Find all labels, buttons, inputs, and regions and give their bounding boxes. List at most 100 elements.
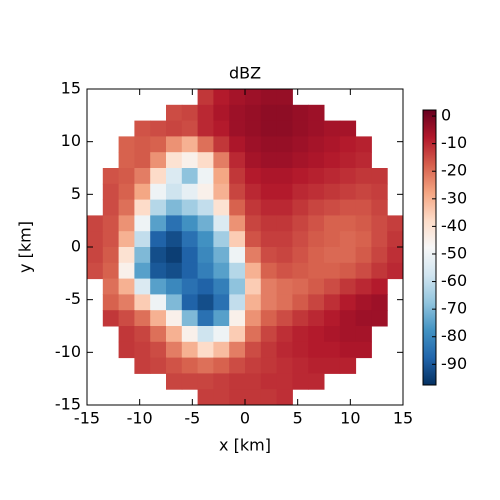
heatmap-cell [371, 183, 388, 201]
heatmap-cell [260, 310, 278, 327]
heatmap-cell [166, 152, 183, 169]
heatmap-cell [197, 89, 214, 106]
heatmap-cell [229, 120, 246, 137]
colorbar-tick-label: -60 [441, 271, 467, 290]
heatmap-cell [118, 136, 135, 153]
heatmap-cell [245, 389, 262, 406]
heatmap-cell [197, 389, 214, 406]
heatmap-cell [150, 310, 167, 327]
heatmap-cell [324, 136, 341, 153]
heatmap-cell [181, 262, 199, 280]
heatmap-cell [339, 310, 357, 327]
heatmap-cell [276, 136, 293, 153]
heatmap-cell [245, 373, 262, 390]
heatmap-cell [229, 373, 246, 390]
heatmap-cell [339, 341, 357, 359]
heatmap-cell [260, 152, 278, 169]
y-tick-label: -15 [55, 395, 81, 414]
heatmap-cell [166, 231, 183, 248]
heatmap-cell [339, 120, 357, 137]
heatmap-cell [213, 278, 230, 295]
heatmap-cell [118, 183, 135, 201]
heatmap-cell [102, 294, 120, 311]
heatmap-cell [181, 357, 199, 374]
heatmap-cell [245, 278, 262, 295]
heatmap-cell [166, 120, 183, 137]
heatmap-cell [371, 247, 388, 264]
heatmap-cell [276, 341, 293, 359]
heatmap-cell [292, 294, 309, 311]
heatmap-cell [150, 247, 167, 264]
heatmap-cell [355, 152, 372, 169]
heatmap-cell [102, 199, 120, 216]
heatmap-cell [102, 168, 120, 185]
x-tick-label: -15 [74, 409, 100, 428]
heatmap-cell [339, 278, 357, 295]
heatmap-cell [181, 199, 199, 216]
heatmap-cell [213, 89, 230, 106]
heatmap-cell [197, 136, 214, 153]
heatmap-cell [260, 326, 278, 343]
heatmap-cell [197, 152, 214, 169]
heatmap-cell [324, 326, 341, 343]
heatmap-cell [118, 310, 135, 327]
heatmap-cell [245, 247, 262, 264]
colorbar-tick-label: -50 [441, 243, 467, 262]
x-axis-label: x [km] [219, 436, 271, 455]
heatmap-cell [102, 247, 120, 264]
heatmap-cell [229, 357, 246, 374]
heatmap-cell [260, 262, 278, 280]
heatmap-cell [292, 168, 309, 185]
heatmap-cell [260, 120, 278, 137]
x-tick-label: -10 [127, 409, 153, 428]
heatmap-cell [308, 231, 325, 248]
heatmap-cell [118, 341, 135, 359]
heatmap-cell [324, 357, 341, 374]
heatmap-cell [276, 199, 293, 216]
heatmap-cell [197, 357, 214, 374]
heatmap-cell [229, 326, 246, 343]
heatmap-cell [276, 168, 293, 185]
heatmap-cell [276, 357, 293, 374]
y-tick-label: -10 [55, 342, 81, 361]
heatmap-cell [150, 120, 167, 137]
heatmap-cell [339, 294, 357, 311]
heatmap-cell [371, 278, 388, 295]
heatmap-cell [371, 168, 388, 185]
colorbar-tick-label: 0 [441, 106, 451, 125]
heatmap-cell [276, 326, 293, 343]
heatmap-cell [166, 104, 183, 122]
heatmap-cell [118, 231, 135, 248]
heatmap-cell [308, 136, 325, 153]
heatmap-cell [292, 310, 309, 327]
heatmap-cell [102, 310, 120, 327]
heatmap-cell [387, 231, 404, 248]
heatmap-cell [181, 278, 199, 295]
heatmap-cell [245, 262, 262, 280]
heatmap-cell [166, 183, 183, 201]
heatmap-cell [213, 136, 230, 153]
y-axis-label: y [km] [16, 221, 35, 273]
heatmap-cell [166, 199, 183, 216]
heatmap-cell [308, 373, 325, 390]
heatmap-cell [371, 294, 388, 311]
heatmap-cell [324, 231, 341, 248]
x-tick-label: 5 [293, 409, 303, 428]
heatmap-cell [292, 183, 309, 201]
heatmap-cell [150, 199, 167, 216]
chart-title: dBZ [229, 64, 261, 83]
heatmap-cell [150, 168, 167, 185]
heatmap-cell [292, 247, 309, 264]
heatmap-cell [324, 120, 341, 137]
heatmap-cell [260, 136, 278, 153]
heatmap-cell [276, 183, 293, 201]
heatmap-cell [260, 341, 278, 359]
heatmap-cell [245, 326, 262, 343]
heatmap-cell [181, 294, 199, 311]
heatmap-cell [260, 357, 278, 374]
heatmap-cell [229, 136, 246, 153]
heatmap-cell [308, 104, 325, 122]
heatmap-cell [292, 104, 309, 122]
heatmap-cell [324, 215, 341, 232]
